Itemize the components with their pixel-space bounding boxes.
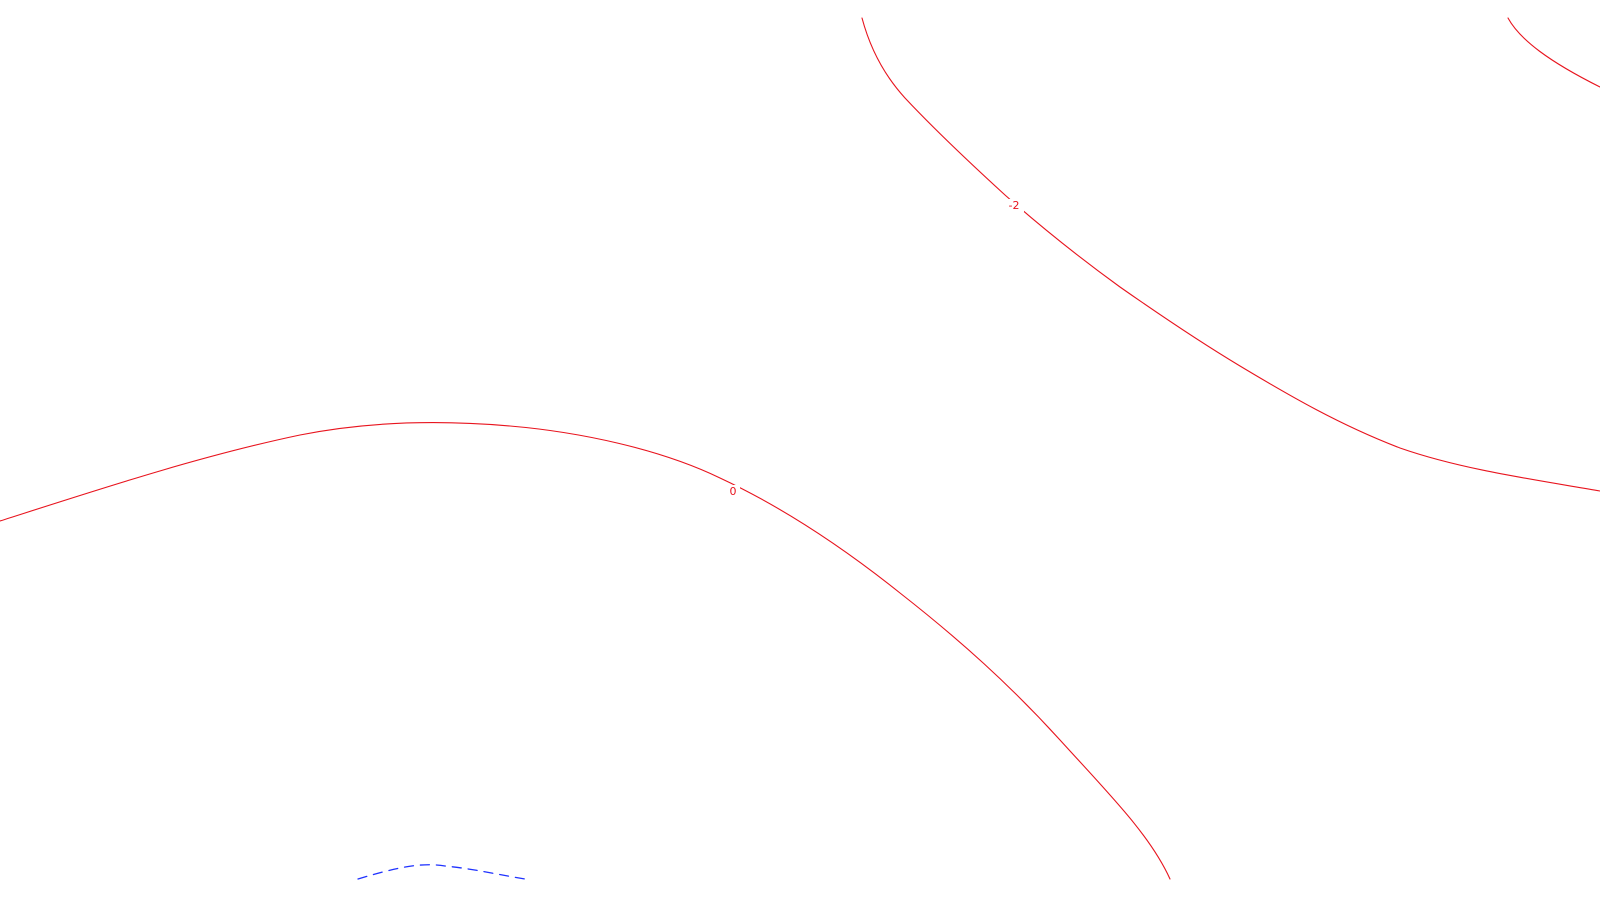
- contour-line-neg2: [861, 17, 1600, 492]
- contour-label-bg: [1004, 199, 1024, 212]
- contour-label-zero: 0: [730, 485, 737, 498]
- contour-label-bg: [727, 485, 740, 498]
- contour-line-zero: [0, 421, 1171, 880]
- contour-line-positive: [357, 864, 526, 880]
- contour-label-neg2: -2: [1009, 199, 1020, 212]
- contour-line-neg2-corner: [1507, 17, 1600, 88]
